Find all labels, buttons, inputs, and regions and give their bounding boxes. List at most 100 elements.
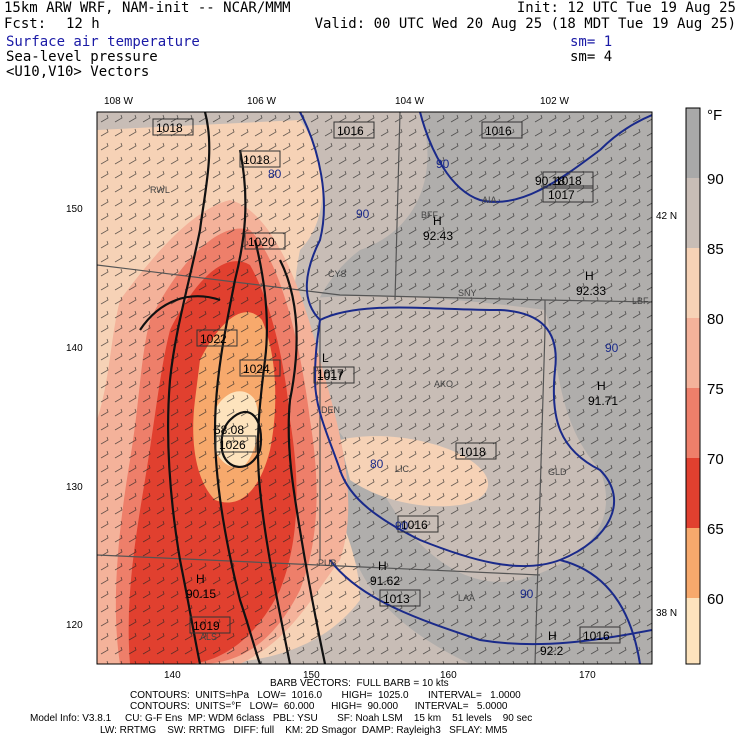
right-lat-label: 38 N bbox=[656, 608, 677, 619]
station-label: PUB bbox=[318, 558, 337, 568]
high-marker: H bbox=[585, 269, 594, 283]
colorbar-swatch bbox=[686, 528, 700, 598]
colorbar-swatch bbox=[686, 318, 700, 388]
top-lon-label: 102 W bbox=[540, 96, 569, 107]
colorbar-swatch bbox=[686, 598, 700, 664]
temp-contour bbox=[313, 319, 341, 471]
colorbar-level: 75 bbox=[707, 381, 724, 398]
station-label: LIC bbox=[395, 464, 410, 474]
isobar-label: 1022 bbox=[200, 332, 227, 346]
isobar bbox=[139, 295, 221, 331]
bottom-grid-label: 170 bbox=[579, 670, 596, 681]
model-info: Model Info: V3.8.1 CU: G-F Ens MP: WDM 6… bbox=[30, 713, 533, 724]
barb-info: BARB VECTORS: FULL BARB = 10 kts bbox=[270, 678, 449, 689]
temp-label: 80 bbox=[268, 167, 282, 181]
top-lon-label: 108 W bbox=[104, 96, 133, 107]
station-label: AIA bbox=[482, 195, 497, 205]
temp-label: 90 bbox=[605, 341, 619, 355]
colorbar-level: 80 bbox=[707, 311, 724, 328]
isobar-label: 1016 bbox=[583, 629, 610, 643]
high-value: 90.15 bbox=[186, 587, 216, 601]
field-slp: Sea-level pressure bbox=[6, 49, 158, 65]
state-border bbox=[97, 554, 541, 576]
isobar bbox=[213, 149, 262, 664]
colorbar-swatch bbox=[686, 178, 700, 248]
isobar-label: 1026 bbox=[219, 438, 246, 452]
map-frame bbox=[96, 111, 653, 665]
temp-contour bbox=[299, 112, 325, 321]
isobar-label: 1017 bbox=[317, 369, 344, 383]
low-value: 58.08 bbox=[214, 423, 244, 437]
temp-label: 90 bbox=[356, 207, 370, 221]
isobar bbox=[220, 410, 263, 468]
colorbar-swatch bbox=[686, 108, 700, 178]
isobar-label: 1019 bbox=[193, 619, 220, 633]
field-temp-sm: sm= 1 bbox=[570, 34, 613, 50]
high-marker: H bbox=[597, 379, 606, 393]
low-marker: L bbox=[322, 351, 329, 365]
low-value: 1017 bbox=[317, 367, 344, 381]
station-label: LBF bbox=[632, 296, 649, 306]
isobar-label: 1018 bbox=[555, 174, 582, 188]
colorbar-swatch bbox=[686, 248, 700, 318]
isobar-label: 1016 bbox=[337, 124, 364, 138]
fcst-value: 12 h bbox=[66, 16, 100, 32]
temp-label: 90 bbox=[436, 157, 450, 171]
isobar-label: 1016 bbox=[401, 518, 428, 532]
model-info-2: LW: RRTMG SW: RRTMG DIFF: full KM: 2D Sm… bbox=[100, 725, 508, 736]
field-vectors: <U10,V10> Vectors bbox=[6, 64, 150, 80]
high-value: 92.43 bbox=[423, 229, 453, 243]
isobar-label: 1020 bbox=[248, 235, 275, 249]
right-lat-label: 40 N bbox=[656, 410, 677, 421]
contours-f: CONTOURS: UNITS=°F LOW= 60.000 HIGH= 90.… bbox=[130, 701, 508, 712]
state-border bbox=[394, 112, 401, 301]
colorbar-level: 90 bbox=[707, 171, 724, 188]
contours-hpa: CONTOURS: UNITS=hPa LOW= 1016.0 HIGH= 10… bbox=[130, 690, 521, 701]
bottom-grid-label: 160 bbox=[440, 670, 457, 681]
isobar-label: 1017 bbox=[548, 188, 575, 202]
high-value: 90.18 bbox=[535, 174, 565, 188]
isobar-label: 1016 bbox=[485, 124, 512, 138]
isobar-label: 1024 bbox=[243, 362, 270, 376]
station-label: GLD bbox=[548, 467, 567, 477]
station-label: LAA bbox=[458, 593, 475, 603]
colorbar-level: 60 bbox=[707, 591, 724, 608]
temp-contour bbox=[329, 559, 652, 646]
station-label: CYS bbox=[328, 269, 347, 279]
isobar-label: 1018 bbox=[243, 153, 270, 167]
state-border bbox=[97, 264, 652, 303]
station-label: SNY bbox=[458, 288, 477, 298]
wind-barbs bbox=[97, 112, 652, 664]
colorbar-level: 65 bbox=[707, 521, 724, 538]
top-lon-label: 106 W bbox=[247, 96, 276, 107]
high-marker: H bbox=[378, 559, 387, 573]
station-label: RWL bbox=[150, 185, 170, 195]
field-temp: Surface air temperature bbox=[6, 34, 200, 50]
isobar bbox=[253, 239, 292, 664]
temp-label: 90 bbox=[395, 519, 409, 533]
high-value: 91.71 bbox=[588, 394, 618, 408]
temp-contour bbox=[319, 306, 616, 568]
high-value: 91.62 bbox=[370, 574, 400, 588]
left-grid-label: 150 bbox=[66, 204, 83, 215]
isobar-label: 1013 bbox=[383, 592, 410, 606]
temp-contour bbox=[559, 559, 641, 664]
bottom-grid-label: 150 bbox=[303, 670, 320, 681]
station-label: AKO bbox=[434, 379, 453, 389]
high-marker: H bbox=[196, 572, 205, 586]
bottom-grid-label: 140 bbox=[164, 670, 181, 681]
colorbar-swatch bbox=[686, 388, 700, 458]
right-lat-label: 42 N bbox=[656, 211, 677, 222]
temp-contour bbox=[419, 112, 652, 203]
colorbar: °F 90 85 80 75 70 65 60 bbox=[685, 107, 724, 665]
fcst-label: Fcst: bbox=[4, 16, 47, 32]
init-time: Init: 12 UTC Tue 19 Aug 25 bbox=[516, 0, 736, 16]
isobar-labels: 1018 1016 1016 1018 1020 1022 1024 1026 … bbox=[152, 118, 621, 644]
isobar-label: 1018 bbox=[459, 445, 486, 459]
high-marker: H bbox=[548, 629, 557, 643]
left-grid-label: 130 bbox=[66, 482, 83, 493]
isobar bbox=[279, 259, 327, 664]
high-value: 92.33 bbox=[576, 284, 606, 298]
station-label: BFF bbox=[421, 210, 439, 220]
colorbar-level: 70 bbox=[707, 451, 724, 468]
